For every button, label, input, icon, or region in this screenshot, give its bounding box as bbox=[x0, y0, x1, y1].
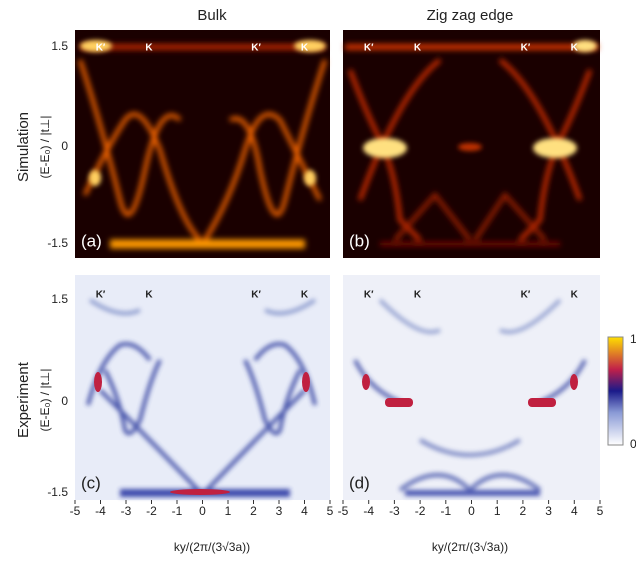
y-tick-label: -1.5 bbox=[47, 485, 68, 499]
colorbar bbox=[608, 337, 623, 445]
valley-label: K′ bbox=[364, 43, 374, 54]
x-tick-label: -5 bbox=[338, 504, 349, 518]
x-tick-label: -5 bbox=[70, 504, 81, 518]
x-axis-label: ky/(2π/(3√3a)) bbox=[174, 540, 250, 554]
valley-label: K′ bbox=[364, 290, 374, 301]
colorbar-tick: 0 bbox=[630, 437, 636, 451]
heatmap-b bbox=[343, 30, 600, 258]
valley-label: K bbox=[414, 290, 422, 301]
figure: Bulk Zig zag edge Simulation (E-E₀) / |t… bbox=[0, 0, 636, 566]
x-tick-label: -2 bbox=[146, 504, 157, 518]
x-tick-label: 2 bbox=[250, 504, 257, 518]
x-tick-label: 3 bbox=[276, 504, 283, 518]
y-axis-label: (E-E₀) / |t⊥| bbox=[38, 116, 52, 179]
valley-label: K bbox=[301, 290, 309, 301]
heatmap-a bbox=[75, 30, 330, 258]
y-tick-label: 1.5 bbox=[51, 292, 68, 306]
x-tick-label: 2 bbox=[520, 504, 527, 518]
y-tick-label: 1.5 bbox=[51, 39, 68, 53]
valley-label: K′ bbox=[251, 290, 261, 301]
x-tick-label: 3 bbox=[545, 504, 552, 518]
valley-label: K′ bbox=[521, 290, 531, 301]
x-axis-label: ky/(2π/(3√3a)) bbox=[432, 540, 508, 554]
x-tick-label: 1 bbox=[494, 504, 501, 518]
x-tick-label: -4 bbox=[95, 504, 106, 518]
valley-label: K′ bbox=[96, 43, 106, 54]
valley-label: K bbox=[145, 290, 153, 301]
x-tick-label: -3 bbox=[121, 504, 132, 518]
valley-label: K bbox=[571, 290, 579, 301]
x-tick-label: 0 bbox=[468, 504, 475, 518]
valley-label: K′ bbox=[251, 43, 261, 54]
x-tick-label: -1 bbox=[172, 504, 183, 518]
valley-label: K bbox=[301, 43, 309, 54]
valley-label: K′ bbox=[96, 290, 106, 301]
x-tick-label: 1 bbox=[225, 504, 232, 518]
heatmap-c bbox=[75, 275, 330, 500]
valley-label: K bbox=[414, 43, 422, 54]
x-tick-label: 5 bbox=[597, 504, 604, 518]
col-title: Bulk bbox=[197, 7, 227, 24]
col-title: Zig zag edge bbox=[427, 7, 514, 24]
panel-label: (a) bbox=[81, 231, 102, 250]
valley-label: K′ bbox=[521, 43, 531, 54]
colorbar-tick: 1 bbox=[630, 332, 636, 346]
row-title: Simulation bbox=[15, 112, 32, 182]
panel-label: (c) bbox=[81, 473, 101, 492]
valley-label: K bbox=[571, 43, 579, 54]
x-tick-label: -2 bbox=[415, 504, 426, 518]
panel-label: (b) bbox=[349, 231, 370, 250]
heatmap-d bbox=[343, 275, 600, 500]
panel-label: (d) bbox=[349, 473, 370, 492]
x-tick-label: 0 bbox=[199, 504, 206, 518]
y-tick-label: 0 bbox=[61, 139, 68, 153]
y-tick-label: -1.5 bbox=[47, 236, 68, 250]
row-title: Experiment bbox=[15, 361, 32, 438]
x-tick-label: -1 bbox=[440, 504, 451, 518]
x-tick-label: -3 bbox=[389, 504, 400, 518]
x-tick-label: 4 bbox=[571, 504, 578, 518]
y-axis-label: (E-E₀) / |t⊥| bbox=[38, 369, 52, 432]
x-tick-label: -4 bbox=[363, 504, 374, 518]
valley-label: K bbox=[145, 43, 153, 54]
x-tick-label: 5 bbox=[327, 504, 334, 518]
y-tick-label: 0 bbox=[61, 394, 68, 408]
x-tick-label: 4 bbox=[301, 504, 308, 518]
